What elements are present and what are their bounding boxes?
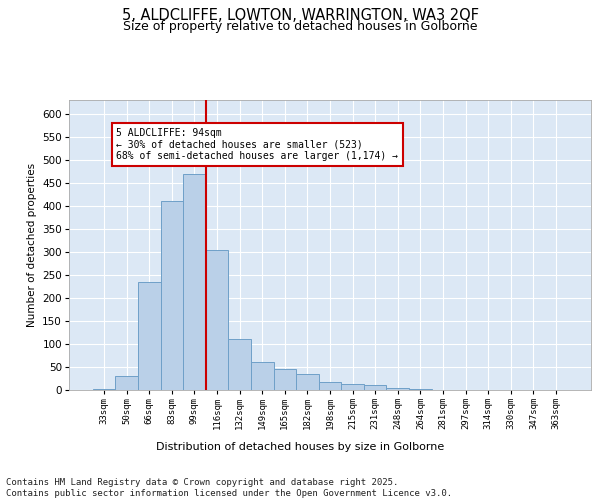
Bar — [93, 389, 115, 390]
Bar — [274, 370, 296, 390]
Bar — [251, 362, 274, 390]
Bar — [296, 374, 319, 390]
Bar — [319, 382, 341, 390]
Bar — [229, 340, 251, 390]
Text: 5 ALDCLIFFE: 94sqm
← 30% of detached houses are smaller (523)
68% of semi-detach: 5 ALDCLIFFE: 94sqm ← 30% of detached hou… — [116, 128, 398, 161]
Bar — [115, 376, 138, 390]
Bar — [341, 384, 364, 390]
Bar — [364, 385, 386, 390]
Text: Distribution of detached houses by size in Golborne: Distribution of detached houses by size … — [156, 442, 444, 452]
Bar — [138, 282, 161, 390]
Bar — [206, 250, 229, 390]
Text: 5, ALDCLIFFE, LOWTON, WARRINGTON, WA3 2QF: 5, ALDCLIFFE, LOWTON, WARRINGTON, WA3 2Q… — [121, 8, 479, 22]
Bar — [161, 202, 183, 390]
Text: Contains HM Land Registry data © Crown copyright and database right 2025.
Contai: Contains HM Land Registry data © Crown c… — [6, 478, 452, 498]
Y-axis label: Number of detached properties: Number of detached properties — [27, 163, 37, 327]
Bar — [409, 389, 431, 390]
Text: Size of property relative to detached houses in Golborne: Size of property relative to detached ho… — [123, 20, 477, 33]
Bar — [386, 388, 409, 390]
Bar — [183, 174, 206, 390]
